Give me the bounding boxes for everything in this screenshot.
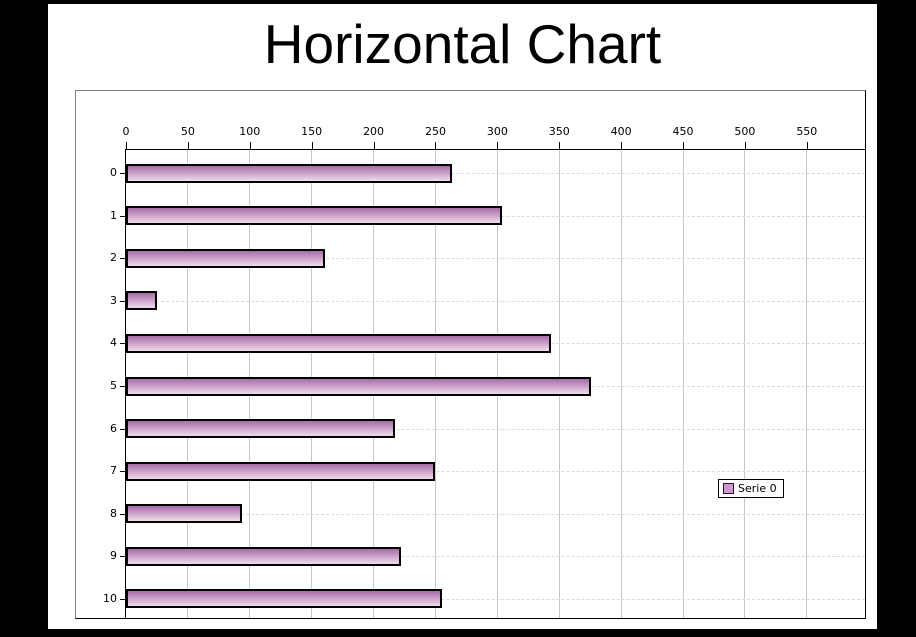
bar [126,248,326,268]
x-tick [621,142,623,150]
legend-swatch-icon [723,483,734,494]
y-tick [120,471,126,473]
x-tick-label: 400 [610,125,632,138]
y-tick [120,215,126,217]
row-gridline [126,513,865,515]
x-tick [744,142,746,150]
x-tick [806,142,808,150]
x-tick-label: 100 [239,125,261,138]
category-label: 3 [110,293,117,307]
x-tick-label: 500 [734,125,756,138]
category-label: 8 [110,506,117,520]
x-gridline [744,150,746,618]
category-label: 5 [110,379,117,392]
x-tick-label: 150 [301,125,323,138]
chart-panel: Horizontal Chart Serie 0 0 50 100 150 200 250… [48,4,877,629]
x-gridline [682,150,684,618]
bar [126,504,243,524]
x-tick-label: 300 [486,125,508,138]
bar [126,291,157,311]
chart-title: Horizontal Chart [263,13,662,75]
x-tick-label: 250 [424,125,446,138]
plot-area [125,149,865,618]
x-tick [126,142,127,150]
x-tick-label: 50 [180,125,195,138]
category-label: 6 [110,421,117,435]
y-tick [120,258,126,260]
row-gridline [126,258,865,260]
row-gridline [126,598,865,600]
category-label: 10 [103,591,117,605]
x-tick [683,142,685,150]
x-tick [249,142,251,150]
bar [126,589,442,609]
row-gridline [126,428,865,430]
y-tick [120,343,126,345]
row-gridline [126,556,865,558]
x-gridline [620,150,622,618]
category-label: 7 [110,464,117,478]
x-tick-label: 200 [363,125,385,138]
x-tick-label: 450 [672,125,694,138]
category-label: 2 [110,251,117,265]
y-tick [120,386,126,387]
row-gridline [126,471,865,473]
x-tick-label: 0 [122,125,130,138]
x-tick [373,142,375,150]
x-tick [559,142,561,150]
bar [126,376,592,396]
bar [126,163,452,183]
y-tick [120,300,126,302]
legend: Serie 0 [718,479,784,498]
y-tick [120,173,126,175]
bar [126,546,401,566]
row-gridline [126,300,865,302]
x-tick [187,142,189,150]
y-tick [120,428,126,430]
row-gridline [126,173,865,175]
bar [126,206,503,226]
category-label: 4 [110,336,117,350]
y-tick [120,513,126,515]
x-tick [435,142,437,150]
x-tick [497,142,499,150]
x-tick-label: 550 [796,125,818,138]
category-label: 1 [110,208,117,222]
x-tick-label: 350 [548,125,570,138]
category-label: 0 [110,166,117,180]
bar [126,419,395,439]
bar [126,333,551,353]
legend-label: Serie 0 [738,482,777,495]
category-label: 9 [110,549,117,563]
chart-area: Serie 0 0 50 100 150 200 250 300 350 400 450 500 55… [75,90,866,619]
x-gridline [806,150,808,618]
y-tick [120,598,126,600]
bar [126,461,436,481]
y-tick [120,556,126,558]
x-tick [311,142,313,150]
